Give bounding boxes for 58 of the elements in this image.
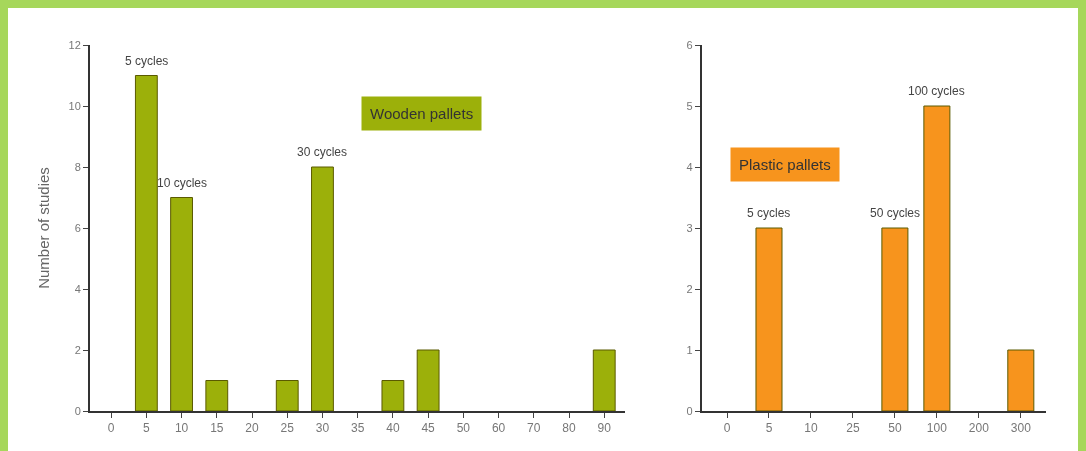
x-tick-label: 80 (562, 421, 576, 436)
x-tick-label: 200 (968, 421, 990, 436)
bar (416, 349, 440, 411)
bar (134, 75, 158, 411)
y-tick-label: 0 (686, 404, 693, 417)
annotation: 100 cycles (908, 84, 965, 98)
y-tick-label: 10 (68, 99, 81, 112)
x-tick-label: 30 (315, 421, 330, 436)
x-tick-label: 0 (723, 421, 731, 436)
y-tick-label: 5 (686, 99, 693, 112)
y-tick-label: 2 (74, 343, 81, 356)
annotation: 50 cycles (870, 206, 921, 220)
y-tick-label: 12 (68, 38, 81, 51)
bar (381, 380, 405, 411)
y-tick-label: 0 (74, 404, 81, 417)
x-tick-label: 0 (107, 421, 115, 436)
x-tick-label: 70 (527, 421, 541, 436)
annotation: 5 cycles (747, 206, 791, 220)
x-tick-label: 50 (888, 421, 902, 436)
bar (592, 349, 616, 411)
annotation: 5 cycles (125, 54, 169, 68)
y-tick-label: 2 (686, 282, 693, 295)
x-tick-label: 5 (143, 421, 151, 436)
y-tick-label: 8 (74, 160, 81, 173)
x-tick-label: 5 (765, 421, 773, 436)
x-tick-label: 50 (456, 421, 471, 436)
x-tick-label: 20 (245, 421, 260, 436)
x-tick-label: 25 (280, 421, 295, 436)
x-tick-label: 25 (846, 421, 860, 436)
bar (311, 166, 334, 411)
x-tick-label: 100 (926, 421, 948, 436)
annotation: Plastic pallets (739, 156, 831, 173)
x-tick-label: 40 (386, 421, 400, 436)
bar (881, 227, 909, 411)
annotation: 30 cycles (297, 145, 348, 159)
y-tick-label: 3 (686, 221, 693, 234)
bar (1007, 349, 1035, 411)
y-tick-label: 1 (686, 343, 693, 356)
bar (923, 105, 951, 411)
y-tick-label: 4 (686, 160, 693, 173)
x-tick-label: 90 (597, 421, 612, 436)
bar (205, 380, 229, 411)
x-tick-label: 10 (174, 421, 189, 436)
bar (755, 227, 783, 411)
y-tick-label: 6 (74, 221, 81, 234)
x-tick-label: 300 (1010, 421, 1032, 436)
bar (275, 380, 299, 411)
x-tick-label: 60 (491, 421, 506, 436)
x-tick-label: 10 (804, 421, 818, 436)
bar (170, 197, 193, 411)
y-axis-title: Number of studies (35, 167, 53, 289)
x-tick-label: 15 (210, 421, 224, 436)
x-tick-label: 45 (421, 421, 436, 436)
annotation: Wooden pallets (370, 105, 474, 122)
x-tick-label: 35 (351, 421, 365, 436)
y-tick-label: 4 (74, 282, 81, 295)
annotation: 10 cycles (157, 176, 208, 190)
y-tick-label: 6 (686, 38, 693, 51)
